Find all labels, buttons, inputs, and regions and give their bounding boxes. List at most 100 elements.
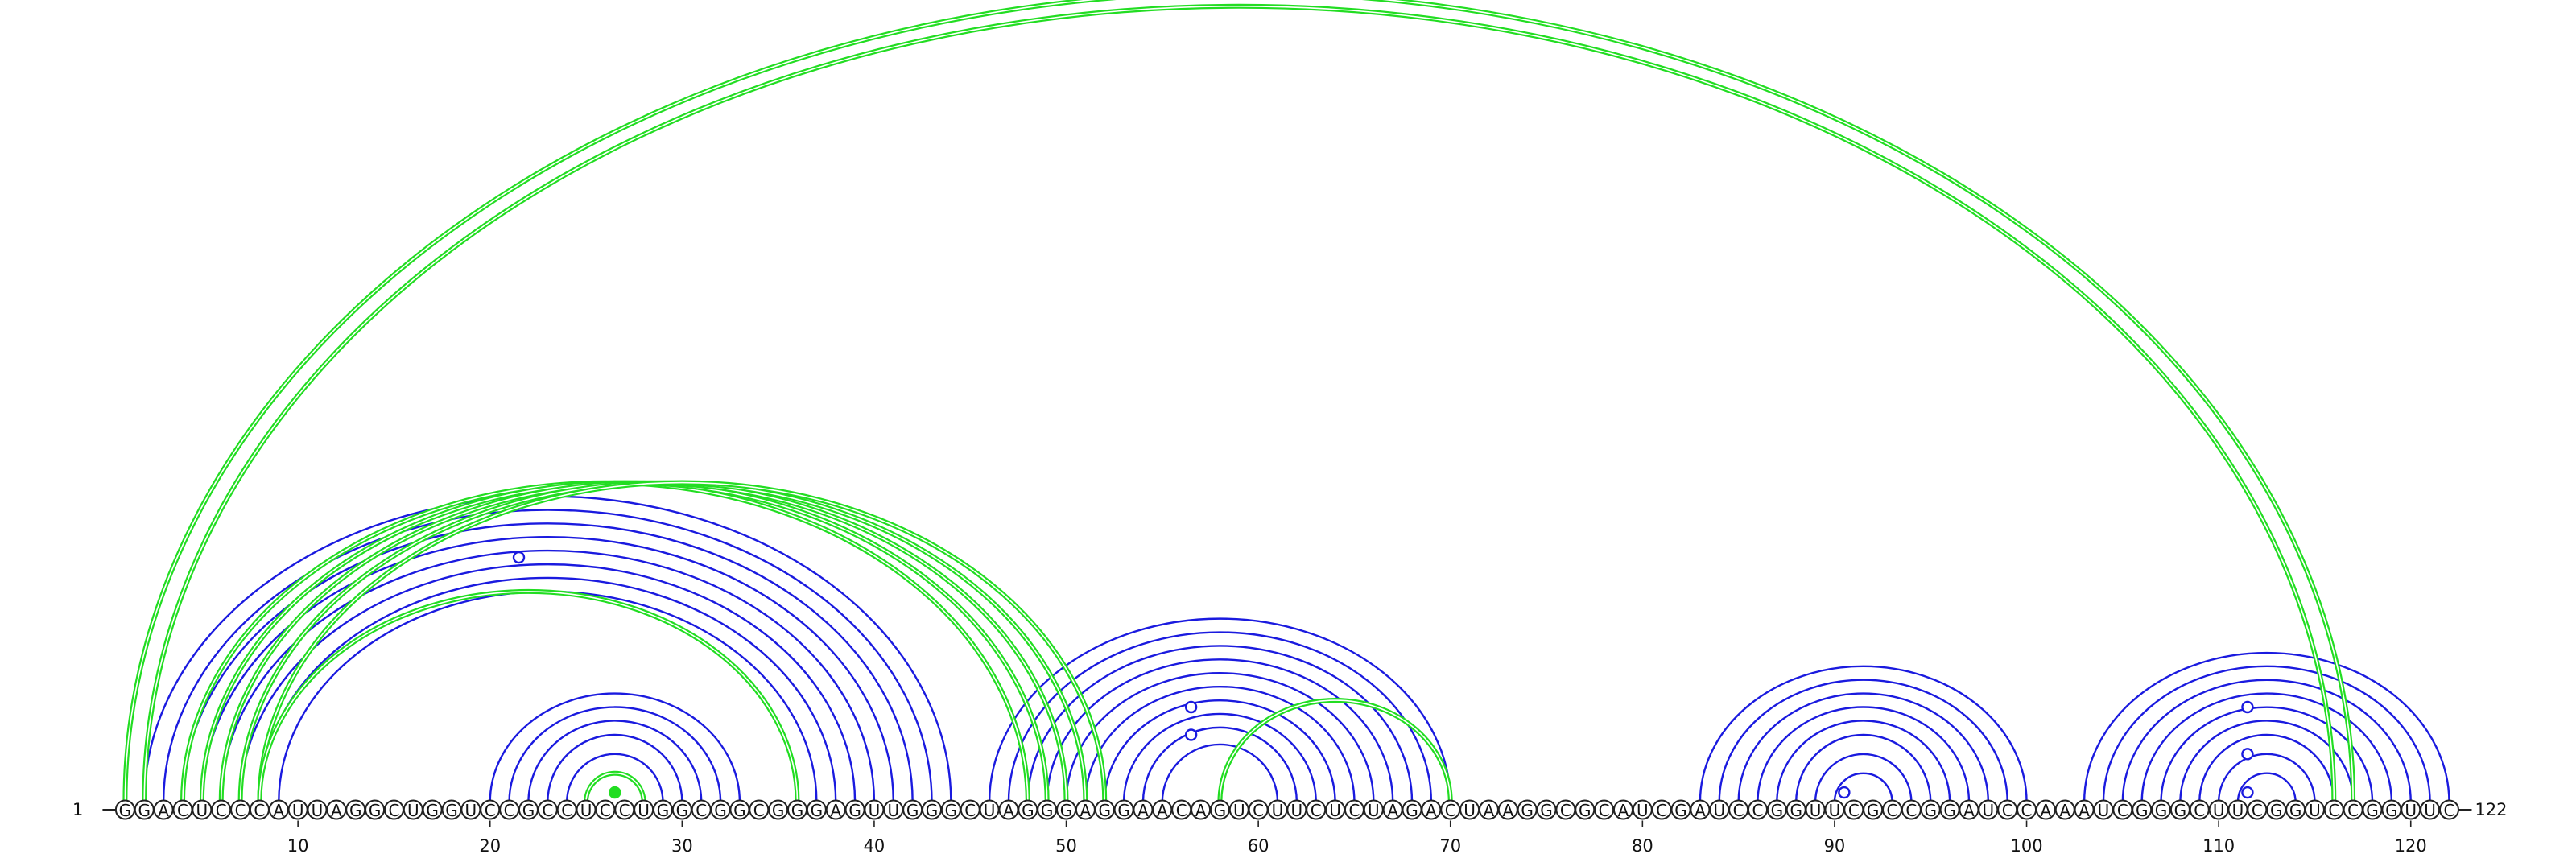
nucleotide: A bbox=[1152, 799, 1173, 820]
nucleotide-letter: C bbox=[216, 801, 227, 820]
nucleotide-letter: G bbox=[1943, 801, 1956, 820]
nucleotide-letter: C bbox=[2194, 801, 2205, 820]
nucleotide-letter: C bbox=[1348, 801, 1360, 820]
nucleotide-letter: G bbox=[791, 801, 804, 820]
blue-arc-0-2 bbox=[181, 522, 914, 802]
blue-arc-2-8 bbox=[1141, 726, 1298, 802]
nucleotide: C bbox=[383, 799, 404, 820]
nucleotide: C bbox=[172, 799, 193, 820]
nucleotide-letter: C bbox=[1656, 801, 1667, 820]
nucleotide: C bbox=[1440, 799, 1461, 820]
nucleotide-letter: G bbox=[2270, 801, 2283, 820]
blue-arc-4-2 bbox=[2121, 679, 2412, 802]
nucleotide: A bbox=[825, 799, 846, 820]
tick-label: 30 bbox=[671, 836, 693, 856]
blue-arc-3-7 bbox=[1833, 772, 1893, 802]
nucleotide: C bbox=[1594, 799, 1615, 820]
nucleotide: A bbox=[1421, 799, 1442, 820]
nucleotide: G bbox=[652, 799, 673, 820]
nucleotide-letter: U bbox=[1291, 801, 1303, 820]
nucleotide: U bbox=[192, 799, 213, 820]
tick-label: 100 bbox=[2010, 836, 2042, 856]
nucleotide-letter: A bbox=[1695, 801, 1706, 820]
nucleotide: A bbox=[1612, 799, 1633, 820]
nucleotide: G bbox=[1863, 799, 1884, 820]
nucleotide: G bbox=[844, 799, 865, 820]
blue-arc-2-9 bbox=[1161, 743, 1279, 802]
position-axis: 10 20 30 40 50 60 70 80 90 100 110 120 bbox=[287, 820, 2427, 856]
nucleotide-letter: C bbox=[2347, 801, 2359, 820]
nucleotide-letter: G bbox=[1214, 801, 1227, 820]
blue-arc-4-0 bbox=[2083, 651, 2450, 802]
green-arc-inner-3-0 bbox=[1219, 699, 1451, 802]
nucleotide: A bbox=[1075, 799, 1096, 820]
tick-label: 90 bbox=[1824, 836, 1846, 856]
nucleotide: A bbox=[2035, 799, 2056, 820]
nucleotide: G bbox=[922, 799, 943, 820]
nucleotide-letter: G bbox=[369, 801, 382, 820]
nucleotide-letter: A bbox=[1963, 801, 1975, 820]
nucleotide: U bbox=[2227, 799, 2248, 820]
nucleotide-letter: C bbox=[1560, 801, 1571, 820]
nucleotide: G bbox=[940, 799, 961, 820]
nucleotide-letter: U bbox=[984, 801, 996, 820]
nucleotide: A bbox=[1133, 799, 1154, 820]
nucleotide: A bbox=[1497, 799, 1518, 820]
nucleotide-letter: G bbox=[657, 801, 670, 820]
nucleotide: U bbox=[634, 799, 654, 820]
nucleotide-letter: C bbox=[177, 801, 188, 820]
nucleotide: G bbox=[671, 799, 692, 820]
nucleotide-letter: G bbox=[772, 801, 785, 820]
nucleotide: C bbox=[1651, 799, 1672, 820]
nucleotide-letter: C bbox=[235, 801, 246, 820]
nucleotide-letter: C bbox=[1599, 801, 1610, 820]
nucleotide-circle bbox=[2438, 799, 2459, 820]
nucleotide: G bbox=[2132, 799, 2153, 820]
nucleotide-letter: C bbox=[1176, 801, 1187, 820]
nucleotide: A bbox=[2054, 799, 2075, 820]
nucleotide-letter: A bbox=[1426, 801, 1437, 820]
nucleotide: G bbox=[1209, 799, 1230, 820]
nucleotide-letter: G bbox=[426, 801, 439, 820]
nucleotide: U bbox=[2304, 799, 2325, 820]
nucleotide-letter: C bbox=[1848, 801, 1860, 820]
nucleotide-letter: U bbox=[1233, 801, 1245, 820]
nucleotide: U bbox=[307, 799, 328, 820]
nucleotide-letter: U bbox=[638, 801, 650, 820]
nucleotide: U bbox=[1709, 799, 1730, 820]
nucleotide-letter: G bbox=[714, 801, 727, 820]
nucleotide: U bbox=[402, 799, 423, 820]
nucleotide: G bbox=[114, 799, 135, 820]
nucleotide-letter: G bbox=[1041, 801, 1054, 820]
blue-arc-2-0 bbox=[988, 617, 1451, 802]
nucleotide: U bbox=[1325, 799, 1346, 820]
nucleotide: G bbox=[2266, 799, 2287, 820]
nucleotide-letter: U bbox=[196, 801, 208, 820]
nucleotide-letter: G bbox=[1406, 801, 1418, 820]
nucleotide-letter: A bbox=[158, 801, 169, 820]
green-arc-outer-2-0 bbox=[257, 588, 800, 802]
nucleotide: G bbox=[2285, 799, 2306, 820]
nucleotide: A bbox=[1191, 799, 1212, 820]
nucleotide: G bbox=[1113, 799, 1134, 820]
nucleotide-letter: U bbox=[292, 801, 304, 820]
nucleotide-letter: G bbox=[2289, 801, 2302, 820]
nucleotide-letter: C bbox=[964, 801, 976, 820]
nucleotide-letter: C bbox=[254, 801, 265, 820]
blue-arc-3-0 bbox=[1699, 665, 2028, 802]
nucleotide: G bbox=[1094, 799, 1115, 820]
green-arc-inner-1-4 bbox=[258, 481, 1106, 802]
nucleotide: G bbox=[1517, 799, 1538, 820]
nucleotide: G bbox=[1037, 799, 1058, 820]
nucleotide: C bbox=[595, 799, 616, 820]
nucleotide: A bbox=[2074, 799, 2095, 820]
nucleotide: G bbox=[1018, 799, 1038, 820]
tick-label: 120 bbox=[2395, 836, 2427, 856]
blue-arc-2-6 bbox=[1104, 699, 1336, 802]
nucleotide-letter: U bbox=[1829, 801, 1841, 820]
blue-arc-3-1 bbox=[1718, 679, 2008, 802]
nucleotide: U bbox=[576, 799, 597, 820]
tick-label: 40 bbox=[864, 836, 886, 856]
nucleotide-letter: A bbox=[830, 801, 841, 820]
